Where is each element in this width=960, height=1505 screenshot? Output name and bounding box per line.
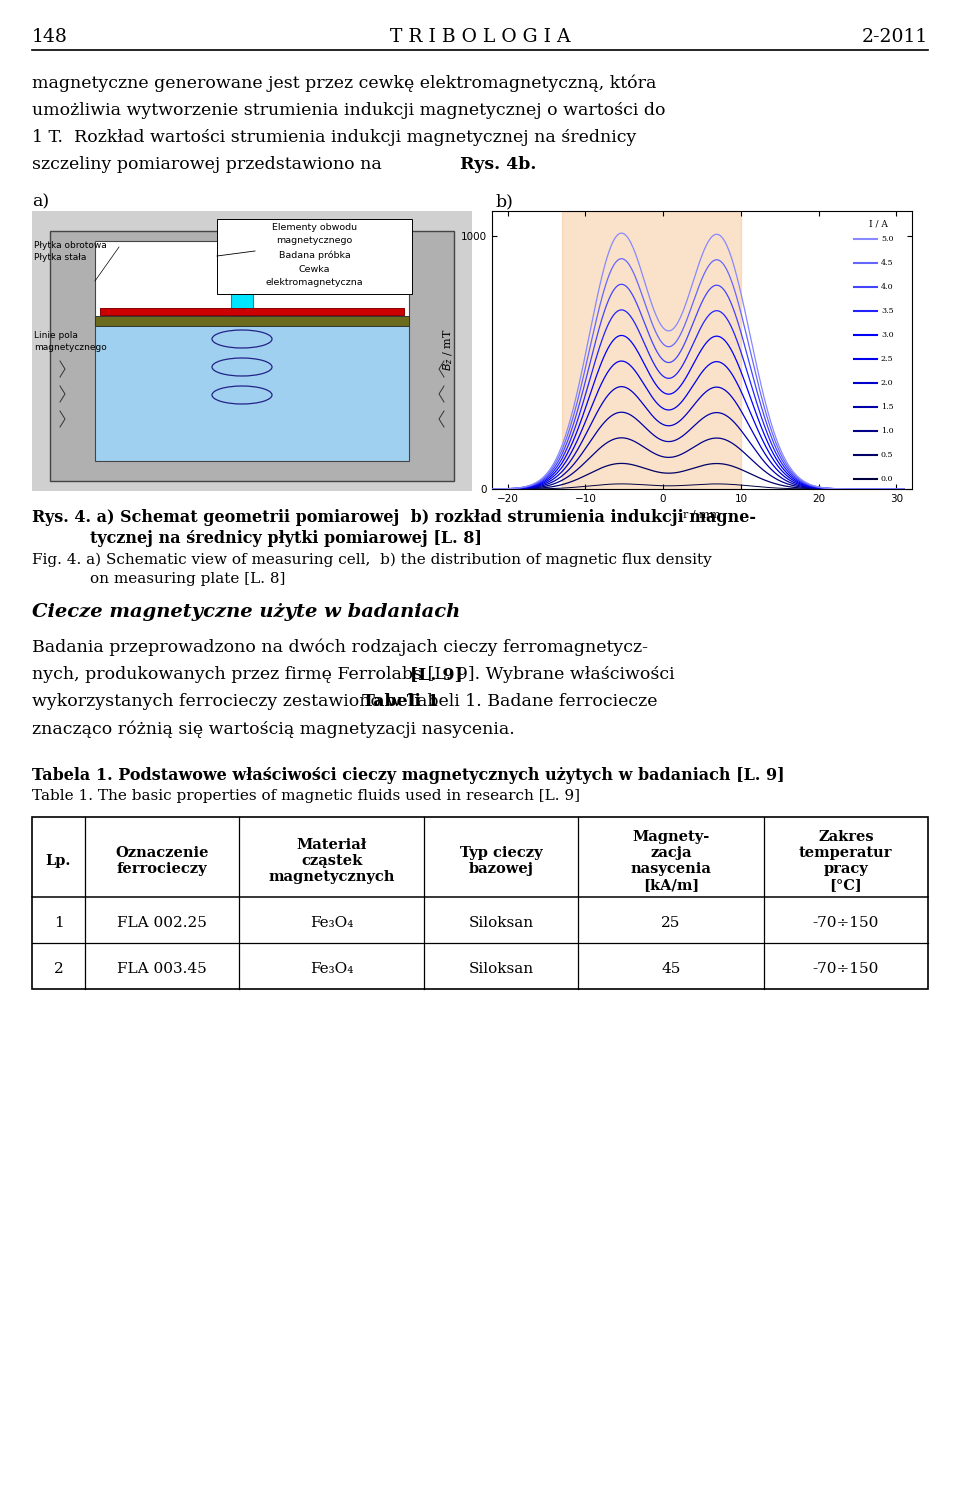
Text: magnetycznego: magnetycznego <box>276 236 352 245</box>
Text: Badania przeprowadzono na dwóch rodzajach cieczy ferromagnetycz-: Badania przeprowadzono na dwóch rodzajac… <box>32 640 648 656</box>
Text: 1.0: 1.0 <box>881 427 894 435</box>
Text: Magnety-
zacja
nasycenia
[kA/m]: Magnety- zacja nasycenia [kA/m] <box>631 829 711 892</box>
Text: Płytka stała: Płytka stała <box>34 253 86 262</box>
Text: Oznaczenie
ferrocieczy: Oznaczenie ferrocieczy <box>115 846 208 876</box>
Text: 1: 1 <box>54 917 63 930</box>
Text: Materiał
cząstek
magnetycznych: Materiał cząstek magnetycznych <box>269 838 395 885</box>
Text: 3.5: 3.5 <box>881 307 894 315</box>
Text: Fig. 4. a) Schematic view of measuring cell,  b) the distribution of magnetic fl: Fig. 4. a) Schematic view of measuring c… <box>32 552 711 567</box>
Text: 45: 45 <box>661 962 681 977</box>
Text: Linie pola: Linie pola <box>34 331 78 340</box>
Text: 2.0: 2.0 <box>881 379 894 387</box>
Text: Typ cieczy
bazowej: Typ cieczy bazowej <box>460 846 542 876</box>
Text: elektromagnetyczna: elektromagnetyczna <box>266 278 363 287</box>
Text: Tabeli 1: Tabeli 1 <box>362 692 439 710</box>
Text: Rys. 4. a) Schemat geometrii pomiarowej  b) rozkład strumienia indukcji magne-: Rys. 4. a) Schemat geometrii pomiarowej … <box>32 509 756 527</box>
Text: Zakres
temperatur
pracy
[°C]: Zakres temperatur pracy [°C] <box>799 829 893 892</box>
Text: Elementy obwodu: Elementy obwodu <box>272 223 357 232</box>
Text: wykorzystanych ferrocieczy zestawiono w Tabeli 1. Badane ferrociecze: wykorzystanych ferrocieczy zestawiono w … <box>32 692 658 710</box>
Text: Płytka obrotowa: Płytka obrotowa <box>34 241 107 250</box>
Text: 25: 25 <box>661 917 681 930</box>
Text: 2-2011: 2-2011 <box>862 29 928 47</box>
Text: 2.5: 2.5 <box>881 355 894 363</box>
Text: magnetyczne generowane jest przez cewkę elektromagnetyczną, która: magnetyczne generowane jest przez cewkę … <box>32 75 657 92</box>
Text: nych, produkowanych przez firmę Ferrolabs [L. 9]. Wybrane właściwości: nych, produkowanych przez firmę Ferrolab… <box>32 667 675 683</box>
Text: Badana próbka: Badana próbka <box>278 251 350 260</box>
X-axis label: r / mm: r / mm <box>684 509 721 519</box>
Text: I / A: I / A <box>869 220 888 229</box>
Text: Cewka: Cewka <box>299 265 330 274</box>
Bar <box>217 220 412 293</box>
Text: 2: 2 <box>54 962 63 977</box>
Text: [L. 9]: [L. 9] <box>410 667 463 683</box>
Text: Table 1. The basic properties of magnetic fluids used in research [L. 9]: Table 1. The basic properties of magneti… <box>32 789 580 804</box>
Text: FLA 003.45: FLA 003.45 <box>117 962 206 977</box>
Text: 3.0: 3.0 <box>881 331 894 339</box>
Bar <box>100 309 404 315</box>
Text: szczeliny pomiarowej przedstawiono na: szczeliny pomiarowej przedstawiono na <box>32 157 387 173</box>
Text: Siloksan: Siloksan <box>468 962 534 977</box>
Text: Lp.: Lp. <box>46 853 71 868</box>
Text: Siloksan: Siloksan <box>468 917 534 930</box>
Text: 4.5: 4.5 <box>881 259 894 266</box>
Text: 1.5: 1.5 <box>881 403 894 411</box>
Bar <box>562 211 741 489</box>
Text: Fe₃O₄: Fe₃O₄ <box>310 917 353 930</box>
Y-axis label: $B_z$ / mT: $B_z$ / mT <box>442 328 455 372</box>
Text: 5.0: 5.0 <box>881 235 894 242</box>
Bar <box>95 321 409 461</box>
Text: tycznej na średnicy płytki pomiarowej [L. 8]: tycznej na średnicy płytki pomiarowej [L… <box>90 530 482 546</box>
Text: -70÷150: -70÷150 <box>812 917 879 930</box>
Text: 0.0: 0.0 <box>881 476 894 483</box>
Text: FLA 002.25: FLA 002.25 <box>117 917 206 930</box>
Text: 0.5: 0.5 <box>881 452 894 459</box>
Bar <box>95 241 409 321</box>
Text: Tabela 1. Podstawowe właściwości cieczy magnetycznych użytych w badaniach [L. 9]: Tabela 1. Podstawowe właściwości cieczy … <box>32 768 784 784</box>
Text: znacząco różnią się wartością magnetyzacji nasycenia.: znacząco różnią się wartością magnetyzac… <box>32 719 515 737</box>
Text: magnetycznego: magnetycznego <box>34 343 107 352</box>
Text: 4.0: 4.0 <box>881 283 894 290</box>
Text: -70÷150: -70÷150 <box>812 962 879 977</box>
Text: 1 T.  Rozkład wartości strumienia indukcji magnetycznej na średnicy: 1 T. Rozkład wartości strumienia indukcj… <box>32 129 636 146</box>
Text: Rys. 4b.: Rys. 4b. <box>460 157 537 173</box>
Text: umożliwia wytworzenie strumienia indukcji magnetycznej o wartości do: umożliwia wytworzenie strumienia indukcj… <box>32 102 665 119</box>
Text: Ciecze magnetyczne użyte w badaniach: Ciecze magnetyczne użyte w badaniach <box>32 604 460 622</box>
Text: T R I B O L O G I A: T R I B O L O G I A <box>390 29 570 47</box>
Text: b): b) <box>495 193 513 211</box>
Text: a): a) <box>32 193 49 211</box>
Text: on measuring plate [L. 8]: on measuring plate [L. 8] <box>90 572 285 585</box>
Bar <box>32 211 472 491</box>
Bar <box>50 230 454 482</box>
Text: 148: 148 <box>32 29 68 47</box>
Bar <box>32 817 928 989</box>
Bar <box>231 236 253 342</box>
Text: Fe₃O₄: Fe₃O₄ <box>310 962 353 977</box>
Bar <box>95 316 409 327</box>
